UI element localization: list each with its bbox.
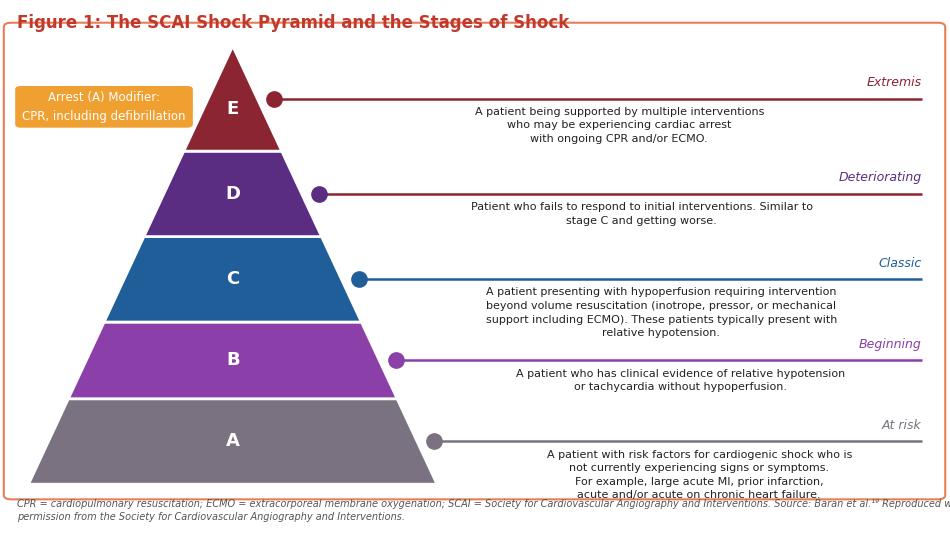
Text: E: E	[227, 100, 238, 118]
Text: Classic: Classic	[878, 256, 922, 269]
Text: Extremis: Extremis	[866, 76, 921, 89]
Text: Patient who fails to respond to initial interventions. Similar to
stage C and ge: Patient who fails to respond to initial …	[470, 202, 812, 226]
Text: A patient with risk factors for cardiogenic shock who is
not currently experienc: A patient with risk factors for cardioge…	[546, 450, 852, 500]
Polygon shape	[143, 151, 322, 236]
Text: B: B	[226, 352, 239, 370]
Text: A patient who has clinical evidence of relative hypotension
or tachycardia witho: A patient who has clinical evidence of r…	[516, 368, 845, 392]
Text: D: D	[225, 185, 240, 203]
Text: A patient being supported by multiple interventions
who may be experiencing card: A patient being supported by multiple in…	[475, 107, 764, 144]
Text: Arrest (A) Modifier:
CPR, including defibrillation: Arrest (A) Modifier: CPR, including defi…	[22, 91, 186, 123]
Text: A patient presenting with hypoperfusion requiring intervention
beyond volume res: A patient presenting with hypoperfusion …	[485, 287, 837, 338]
Text: Deteriorating: Deteriorating	[838, 171, 922, 184]
Polygon shape	[104, 236, 361, 322]
FancyBboxPatch shape	[15, 86, 193, 128]
Polygon shape	[183, 46, 282, 151]
Polygon shape	[68, 322, 397, 399]
Text: C: C	[226, 270, 239, 288]
FancyBboxPatch shape	[4, 23, 945, 499]
Polygon shape	[28, 399, 437, 484]
Text: At risk: At risk	[882, 419, 922, 432]
Text: Beginning: Beginning	[859, 338, 922, 351]
Text: CPR = cardiopulmonary resuscitation; ECMO = extracorporeal membrane oxygenation;: CPR = cardiopulmonary resuscitation; ECM…	[17, 499, 950, 522]
Text: A: A	[226, 432, 239, 451]
Text: Figure 1: The SCAI Shock Pyramid and the Stages of Shock: Figure 1: The SCAI Shock Pyramid and the…	[17, 14, 569, 31]
